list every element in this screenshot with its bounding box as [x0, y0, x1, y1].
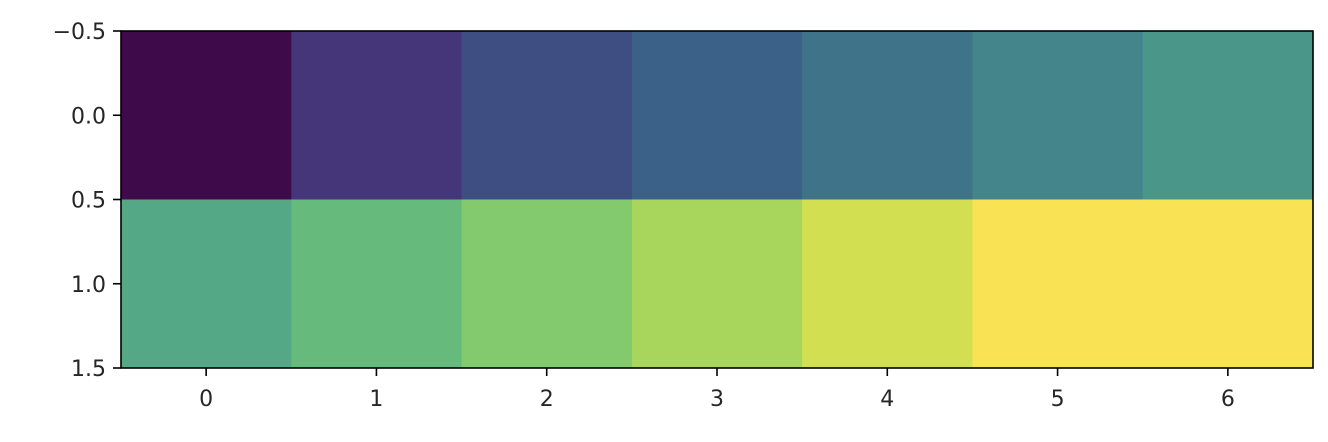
- heatmap-cell-r0-c3: [631, 31, 803, 200]
- x-tick-label: 1: [369, 387, 383, 412]
- heatmap-cell-r0-c1: [291, 31, 463, 200]
- x-tick-label: 2: [540, 387, 554, 412]
- heatmap-cell-r1-c1: [291, 199, 463, 369]
- y-axis-ticks: −0.5 0.0 0.5 1.0 1.5: [53, 20, 121, 382]
- heatmap-cell-r1-c5: [972, 199, 1144, 369]
- heatmap-cell-r1-c0: [121, 199, 292, 369]
- heatmap-cell-r0-c4: [802, 31, 973, 200]
- y-tick-label: −0.5: [53, 20, 106, 45]
- heatmap-cells: [121, 31, 1314, 369]
- heatmap-cell-r1-c3: [631, 199, 803, 369]
- x-tick-label: 4: [880, 387, 894, 412]
- x-axis-ticks: 0 1 2 3 4 5 6: [199, 368, 1235, 412]
- y-tick-label: 1.0: [71, 273, 106, 298]
- heatmap-cell-r1-c6: [1142, 199, 1314, 369]
- y-tick-label: 0.5: [71, 189, 106, 214]
- heatmap-cell-r1-c4: [802, 199, 973, 369]
- x-tick-label: 3: [710, 387, 724, 412]
- heatmap-cell-r0-c5: [972, 31, 1144, 200]
- heatmap-cell-r0-c2: [461, 31, 633, 200]
- x-tick-label: 5: [1051, 387, 1065, 412]
- x-tick-label: 6: [1221, 387, 1235, 412]
- heatmap-cell-r1-c2: [461, 199, 633, 369]
- heatmap-cell-r0-c6: [1142, 31, 1314, 200]
- y-tick-label: 1.5: [71, 357, 106, 382]
- y-tick-label: 0.0: [71, 104, 106, 129]
- x-tick-label: 0: [199, 387, 213, 412]
- heatmap-cell-r0-c0: [121, 31, 292, 200]
